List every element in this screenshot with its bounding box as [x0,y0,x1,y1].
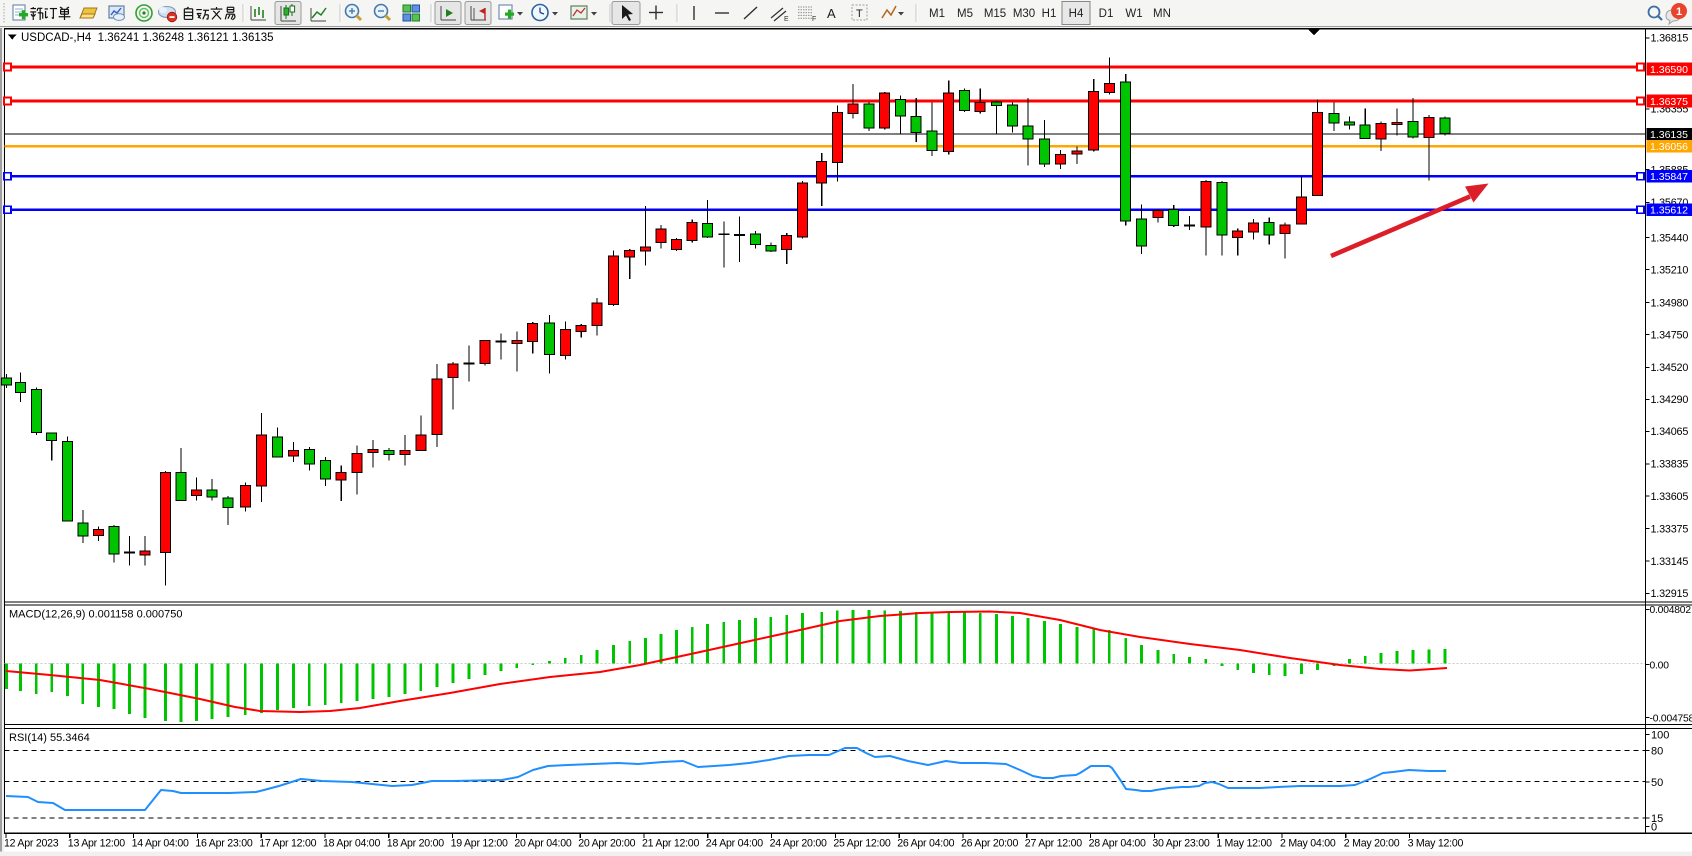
svg-text:1.36375: 1.36375 [1650,96,1688,108]
svg-text:M30: M30 [1013,8,1035,20]
svg-text:RSI(14) 55.3464: RSI(14) 55.3464 [9,732,90,744]
svg-text:F: F [812,16,816,23]
svg-text:1.33835: 1.33835 [1651,459,1689,471]
svg-text:16 Apr 23:00: 16 Apr 23:00 [195,838,252,850]
svg-text:1.36056: 1.36056 [1650,141,1688,153]
svg-text:2 May 04:00: 2 May 04:00 [1280,838,1336,850]
svg-text:19 Apr 12:00: 19 Apr 12:00 [451,838,508,850]
svg-text:2 May 20:00: 2 May 20:00 [1344,838,1400,850]
svg-text:MACD(12,26,9) 0.001158 0.00075: MACD(12,26,9) 0.001158 0.000750 [9,609,182,621]
svg-text:H4: H4 [1069,8,1084,20]
svg-text:1.34980: 1.34980 [1651,298,1689,310]
svg-text:1.36135: 1.36135 [1650,129,1688,141]
svg-text:M1: M1 [929,8,945,20]
svg-text:21 Apr 12:00: 21 Apr 12:00 [642,838,699,850]
svg-text:M15: M15 [984,8,1006,20]
svg-text:1.36590: 1.36590 [1650,64,1688,76]
svg-text:25 Apr 12:00: 25 Apr 12:00 [833,838,890,850]
svg-text:30 Apr 23:00: 30 Apr 23:00 [1152,838,1209,850]
svg-text:D1: D1 [1099,8,1114,20]
svg-text:0.004802: 0.004802 [1650,605,1692,616]
svg-text:100: 100 [1651,730,1669,742]
svg-text:1.35847: 1.35847 [1650,171,1688,183]
svg-text:24 Apr 04:00: 24 Apr 04:00 [706,838,763,850]
svg-text:1.33605: 1.33605 [1651,491,1689,503]
svg-text:E: E [784,16,789,23]
svg-text:0.00: 0.00 [1650,661,1670,672]
svg-text:1.33375: 1.33375 [1651,523,1689,535]
svg-text:-0.004758: -0.004758 [1650,713,1692,724]
svg-text:18 Apr 20:00: 18 Apr 20:00 [387,838,444,850]
svg-text:1.35612: 1.35612 [1650,205,1688,217]
svg-text:T: T [856,8,863,20]
svg-text:1.34290: 1.34290 [1651,394,1689,406]
svg-text:1.35440: 1.35440 [1651,232,1689,244]
svg-text:1.34065: 1.34065 [1651,426,1689,438]
svg-text:1.36815: 1.36815 [1651,33,1689,45]
svg-text:1.32915: 1.32915 [1651,588,1689,600]
svg-text:1.33145: 1.33145 [1651,556,1689,568]
svg-text:28 Apr 04:00: 28 Apr 04:00 [1089,838,1146,850]
svg-text:W1: W1 [1125,8,1142,20]
svg-text:A: A [827,6,836,21]
svg-text:15: 15 [1651,813,1663,825]
svg-text:1.34750: 1.34750 [1651,330,1689,342]
svg-text:1.35210: 1.35210 [1651,264,1689,276]
svg-text:MN: MN [1153,8,1171,20]
svg-text:USDCAD-,H4 1.36241 1.36248 1.: USDCAD-,H4 1.36241 1.36248 1.36121 1.361… [21,32,274,44]
svg-text:17 Apr 12:00: 17 Apr 12:00 [259,838,316,850]
svg-text:27 Apr 12:00: 27 Apr 12:00 [1025,838,1082,850]
svg-text:13 Apr 12:00: 13 Apr 12:00 [68,838,125,850]
svg-text:20 Apr 04:00: 20 Apr 04:00 [514,838,571,850]
svg-text:3 May 12:00: 3 May 12:00 [1408,838,1464,850]
svg-text:0: 0 [1651,821,1657,833]
svg-text:1: 1 [1676,6,1682,18]
svg-text:12 Apr 2023: 12 Apr 2023 [4,838,59,850]
svg-text:M5: M5 [957,8,973,20]
svg-text:20 Apr 20:00: 20 Apr 20:00 [578,838,635,850]
svg-text:50: 50 [1651,777,1663,789]
svg-text:18 Apr 04:00: 18 Apr 04:00 [323,838,380,850]
svg-text:14 Apr 04:00: 14 Apr 04:00 [132,838,189,850]
svg-text:26 Apr 20:00: 26 Apr 20:00 [961,838,1018,850]
svg-text:H1: H1 [1042,8,1057,20]
svg-text:24 Apr 20:00: 24 Apr 20:00 [770,838,827,850]
svg-text:1.34520: 1.34520 [1651,362,1689,374]
svg-text:26 Apr 04:00: 26 Apr 04:00 [897,838,954,850]
svg-text:80: 80 [1651,745,1663,757]
svg-text:1 May 12:00: 1 May 12:00 [1216,838,1272,850]
